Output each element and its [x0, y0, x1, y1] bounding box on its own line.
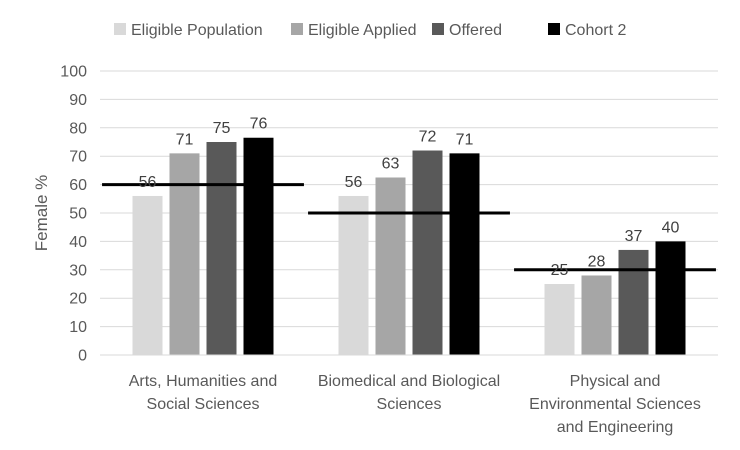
y-axis-ticks: 0 10 20 30 40 50 60 70 80 90 100 — [60, 64, 87, 365]
category-label: Sciences — [377, 396, 442, 413]
y-tick-label: 50 — [69, 206, 87, 223]
data-label: 28 — [588, 253, 606, 270]
y-tick-label: 80 — [69, 120, 87, 137]
y-tick-label: 70 — [69, 149, 87, 166]
y-tick-label: 20 — [69, 291, 87, 308]
reference-lines — [102, 183, 716, 272]
legend-label: Cohort 2 — [565, 22, 626, 39]
bar — [449, 153, 480, 355]
legend-label: Offered — [449, 22, 502, 39]
bar — [206, 142, 237, 355]
bar — [243, 137, 274, 355]
legend-swatch — [114, 23, 126, 35]
data-label: 63 — [382, 156, 400, 173]
y-axis-title: Female % — [32, 175, 51, 252]
data-label: 56 — [139, 174, 157, 191]
category-label: and Engineering — [557, 419, 674, 436]
y-tick-label: 30 — [69, 262, 87, 279]
data-labels: 56 71 75 76 56 63 72 71 25 28 37 40 — [139, 116, 680, 279]
bar — [618, 249, 649, 355]
category-label: Arts, Humanities and — [129, 373, 278, 390]
legend-label: Eligible Population — [131, 22, 263, 39]
y-tick-label: 100 — [60, 64, 87, 81]
y-tick-label: 40 — [69, 234, 87, 251]
bar — [375, 177, 406, 355]
y-tick-label: 10 — [69, 319, 87, 336]
bar — [544, 284, 575, 355]
data-label: 72 — [419, 129, 437, 146]
bar — [338, 195, 369, 355]
legend-swatch — [432, 23, 444, 35]
legend-label: Eligible Applied — [308, 22, 417, 39]
category-labels: Arts, Humanities and Social Sciences Biome… — [129, 373, 701, 436]
bar — [169, 153, 200, 355]
bar — [412, 150, 443, 355]
data-label: 37 — [625, 228, 643, 245]
category-label: Social Sciences — [147, 396, 260, 413]
bar — [581, 275, 612, 355]
data-label: 76 — [250, 116, 268, 133]
legend-swatch — [548, 23, 560, 35]
bar — [132, 195, 163, 355]
data-label: 71 — [456, 131, 474, 148]
y-tick-label: 90 — [69, 92, 87, 109]
data-label: 40 — [662, 219, 680, 236]
bars — [132, 137, 686, 355]
legend-swatch — [291, 23, 303, 35]
y-tick-label: 0 — [78, 348, 87, 365]
data-label: 25 — [551, 262, 569, 279]
legend: Eligible Population Eligible Applied Offer… — [114, 22, 626, 39]
category-label: Environmental Sciences — [529, 396, 701, 413]
data-label: 75 — [213, 120, 231, 137]
bar — [655, 241, 686, 355]
data-label: 56 — [345, 174, 363, 191]
y-tick-label: 60 — [69, 177, 87, 194]
data-label: 71 — [176, 131, 194, 148]
category-label: Physical and — [570, 373, 661, 390]
category-label: Biomedical and Biological — [318, 373, 500, 390]
